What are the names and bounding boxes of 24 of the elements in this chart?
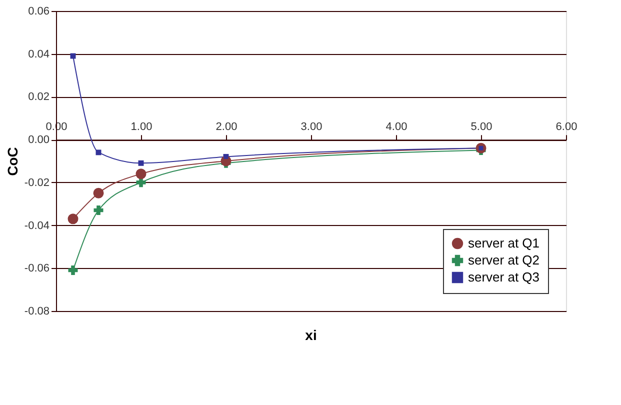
- y-tick-label: 0.02: [28, 91, 50, 104]
- x-axis-title: xi: [305, 327, 317, 343]
- point: [68, 214, 78, 224]
- legend-label: server at Q1: [468, 236, 540, 250]
- point: [138, 160, 144, 166]
- point: [96, 150, 102, 156]
- x-tick-label: 6.00: [556, 121, 578, 134]
- y-tick-label: -0.08: [24, 306, 50, 318]
- point: [93, 188, 104, 198]
- y-tick-label: -0.02: [24, 176, 50, 189]
- y-tick-label: -0.06: [24, 262, 50, 275]
- x-tick-label: 1.00: [130, 121, 152, 134]
- y-tick-label: -0.04: [24, 220, 50, 232]
- legend-label: server at Q3: [468, 270, 540, 284]
- x-tick-label: 2.00: [216, 121, 238, 134]
- y-tick-label: 0.06: [28, 6, 50, 18]
- y-axis-title: CoC: [4, 147, 20, 176]
- legend-label: server at Q2: [468, 252, 540, 268]
- y-tick-label: 0.00: [28, 134, 50, 146]
- x-tick-label: 5.00: [470, 121, 492, 134]
- point: [136, 168, 146, 180]
- x-tick-label: 3.00: [300, 121, 322, 134]
- x-tick-label: 4.00: [386, 121, 408, 134]
- y-tick-label: 0.04: [28, 48, 50, 60]
